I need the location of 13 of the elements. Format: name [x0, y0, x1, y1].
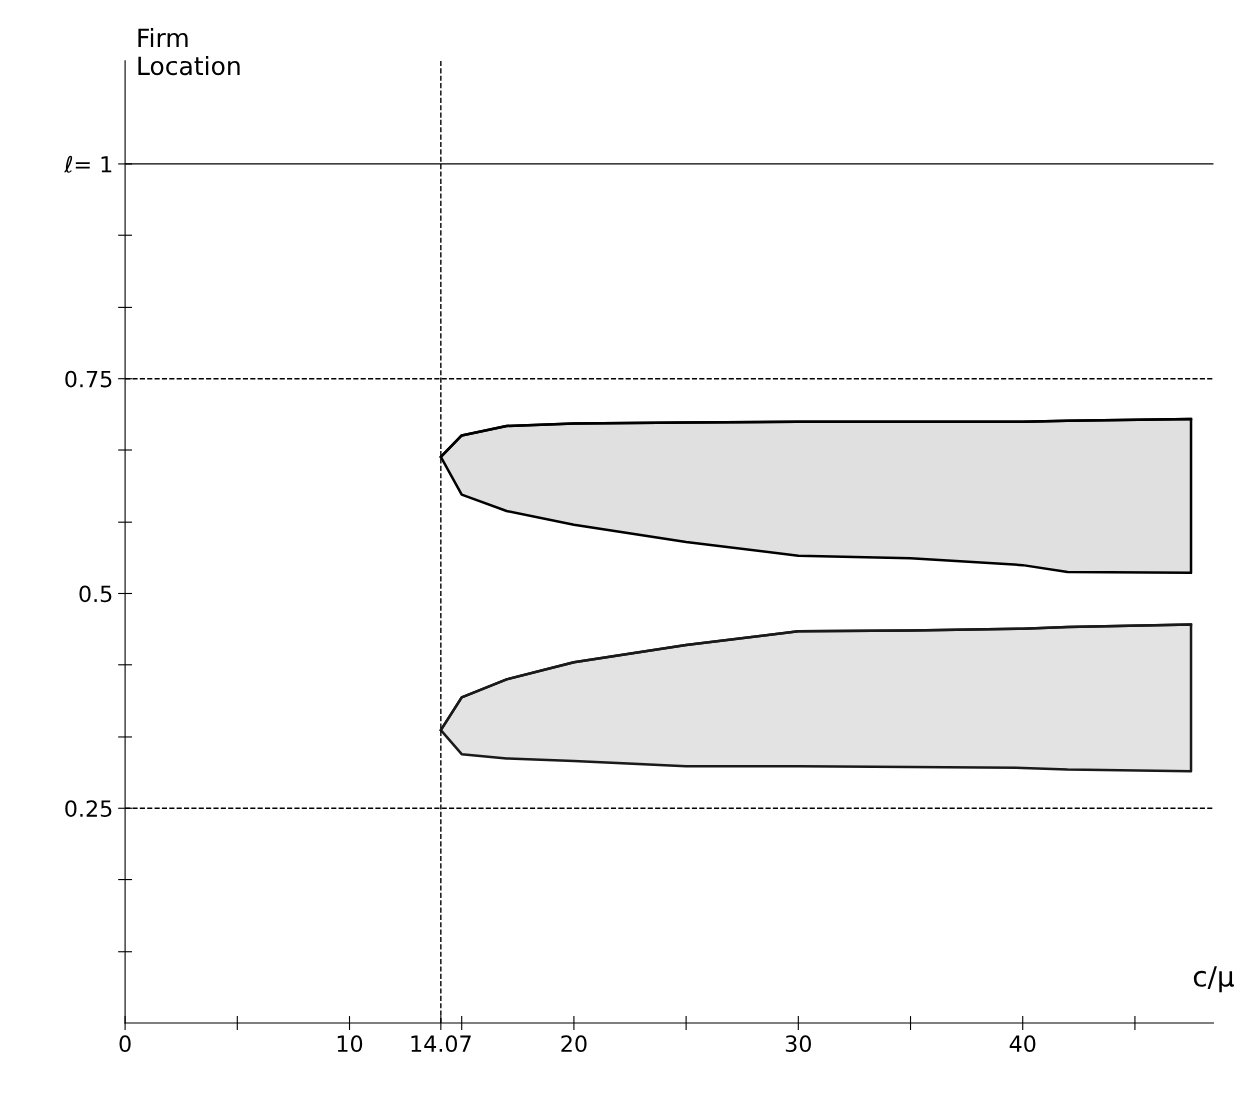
y-tick-label: 0.75	[65, 370, 112, 388]
x-axis-title: c/μ	[1193, 966, 1234, 993]
x-tick-label: 40	[1009, 1035, 1036, 1053]
line-series	[439, 623, 1193, 732]
x-tick-label: 14.07	[411, 1035, 471, 1053]
x-tick-label: 30	[785, 1035, 811, 1053]
x-tick-label: 10	[337, 1035, 363, 1053]
x-tick-label: 20	[561, 1035, 587, 1053]
x-tick-label: 0	[119, 1035, 131, 1053]
y-tick-label: 0.5	[79, 585, 112, 603]
y-axis-title: Firm Location	[138, 27, 240, 76]
y-tick-label: ℓ= 1	[63, 155, 112, 173]
y-tick-label: 0.25	[65, 800, 112, 818]
